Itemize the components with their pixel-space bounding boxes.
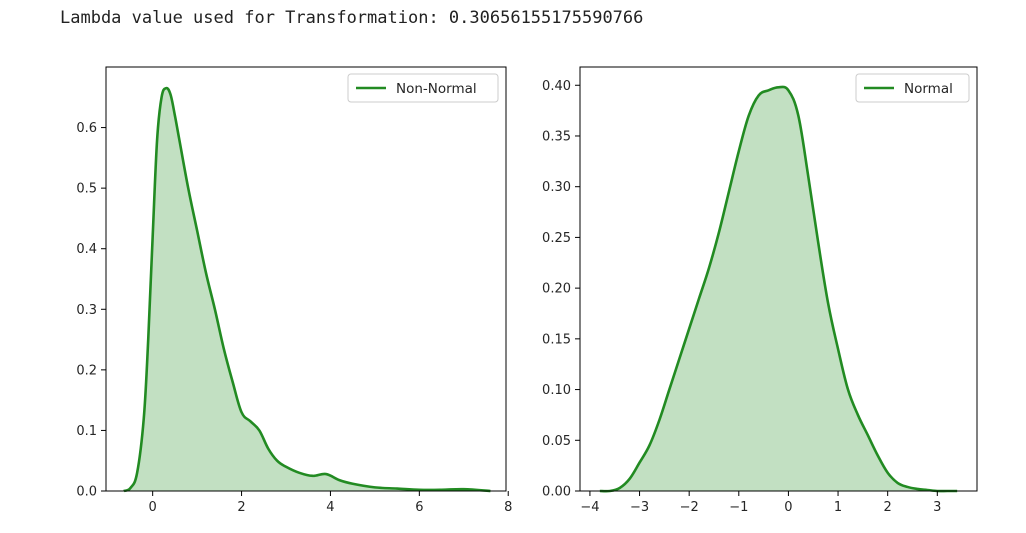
y-tick-label: 0.05 <box>542 434 571 449</box>
y-tick-label: 0.30 <box>542 180 571 195</box>
chart-normal-kde: −4 −3 −2 −1 0 1 2 3 0.00 0.05 0.10 0.15 0.20 0.25 0.30… <box>542 66 978 515</box>
legend-label: Non-Normal <box>396 81 477 97</box>
x-tick-label: 8 <box>504 500 512 515</box>
legend-label: Normal <box>904 81 953 97</box>
x-tick-label: 6 <box>415 500 423 515</box>
x-tick-label: 2 <box>884 500 892 515</box>
y-tick-label: 0.2 <box>76 363 97 378</box>
y-tick-label: 0.00 <box>542 485 571 500</box>
density-area-0 <box>599 86 958 492</box>
x-tick-label: 1 <box>834 500 842 515</box>
y-tick-label: 0.0 <box>76 485 97 500</box>
axes-frame <box>579 66 978 492</box>
y-tick-label: 0.15 <box>542 332 571 347</box>
y-tick-label: 0.20 <box>542 282 571 297</box>
chart-non-normal-kde: 0 2 4 6 8 0.0 0.1 0.2 0.3 0.4 0.5 0.6 Non-Normal <box>76 66 512 515</box>
legend-box <box>855 73 970 103</box>
legend: Non-Normal <box>347 73 499 103</box>
y-tick-label: 0.4 <box>76 242 97 257</box>
x-tick-label: −2 <box>680 500 699 515</box>
axes-frame <box>105 66 507 492</box>
density-area-0 <box>123 88 491 491</box>
density-line-0 <box>599 85 958 493</box>
y-tick-label: 0.5 <box>76 182 97 197</box>
x-tick-label: 0 <box>784 500 792 515</box>
x-tick-label: −1 <box>729 500 748 515</box>
y-tick-label: 0.6 <box>76 121 97 136</box>
x-tick-label: 0 <box>149 500 157 515</box>
x-tick-label: −4 <box>580 500 599 515</box>
legend: Normal <box>855 73 970 103</box>
legend-box <box>347 73 499 103</box>
y-tick-label: 0.35 <box>542 129 571 144</box>
output-text: Lambda value used for Transformation: 0.… <box>60 8 644 28</box>
x-tick-label: 4 <box>326 500 334 515</box>
x-tick-label: 2 <box>237 500 245 515</box>
y-tick-label: 0.25 <box>542 231 571 246</box>
x-tick-label: −3 <box>630 500 649 515</box>
x-tick-label: 3 <box>933 500 941 515</box>
y-tick-label: 0.3 <box>76 303 97 318</box>
density-line-0 <box>123 86 491 493</box>
y-tick-label: 0.10 <box>542 383 571 398</box>
y-tick-label: 0.40 <box>542 79 571 94</box>
y-tick-label: 0.1 <box>76 424 97 439</box>
